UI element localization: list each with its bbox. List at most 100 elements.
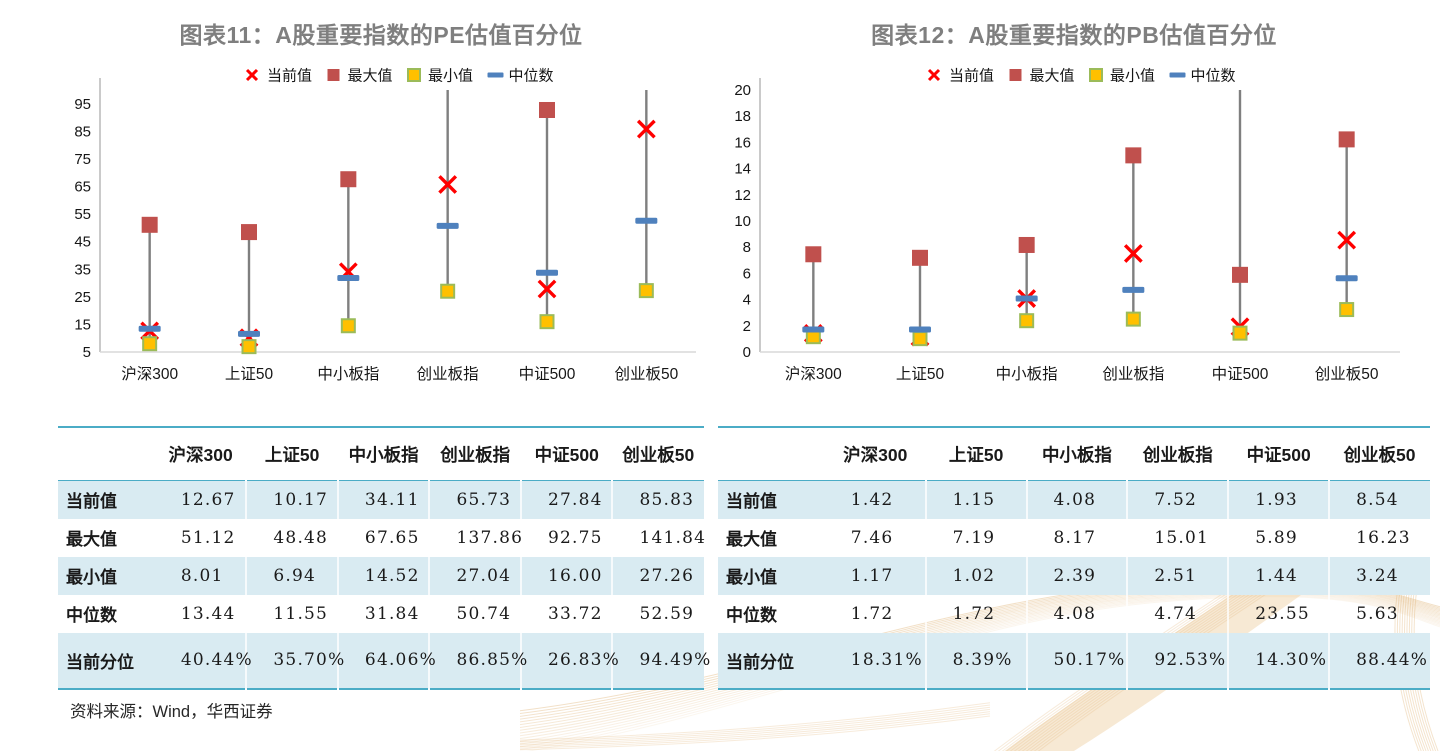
y-tick-label: 12	[734, 187, 751, 204]
table-cell: 67.65	[337, 518, 431, 557]
table-cell: 26.83%	[520, 632, 619, 689]
legend-item-median: 中位数	[1169, 68, 1236, 85]
table-cell: 92.75	[520, 518, 614, 557]
x-category-label: 上证50	[896, 365, 945, 383]
y-tick-label: 6	[743, 265, 751, 282]
table-cell: 27.04	[429, 556, 522, 595]
table-cell: 65.73	[429, 480, 522, 519]
column-header: 上证50	[925, 427, 1027, 481]
source-note: 资料来源：Wind，华西证券	[70, 702, 273, 721]
min-square-marker	[539, 314, 555, 330]
x-category-label: 创业板50	[1315, 365, 1379, 383]
pe-chart: 5 15 25 35 45 55 65 75 85 95 沪深300 上证50 中小板指 创业板指 中证50…	[74, 68, 696, 383]
legend-item-max: 最大值	[1009, 68, 1075, 85]
table-row: 当前值 1.42 1.15 4.08 7.52 1.93 8.54	[718, 480, 1430, 519]
median-dash-marker	[909, 326, 931, 333]
table-cell: 1.93	[1228, 480, 1331, 519]
table-cell: 4.74	[1127, 594, 1230, 633]
table-cell: 5.89	[1228, 518, 1331, 557]
median-dash-marker	[238, 330, 260, 337]
legend-item-label: 最小值	[428, 68, 473, 85]
table-cell: 1.44	[1228, 556, 1331, 595]
table-cell: 85.83	[639, 489, 695, 510]
table-cell: 8.01	[154, 556, 248, 595]
row-label: 最大值	[66, 530, 117, 549]
table-cell: 14.52	[337, 556, 431, 595]
table-cell: 7.52	[1127, 480, 1230, 519]
y-tick-label: 25	[74, 289, 91, 306]
median-dash-marker	[536, 269, 558, 276]
table-cell: 50.17%	[1026, 632, 1129, 689]
table-cell: 1.72	[925, 594, 1028, 633]
table-cell: 40.44%	[154, 632, 252, 689]
table-row: 当前值 12.67 10.17 34.11 65.73 27.84 85.83	[58, 480, 704, 519]
min-square-marker	[340, 318, 356, 334]
pb-chart: 0 2 4 6 8 10 12 14 16 18 20 沪深300 上证50 中小板指 创业板指 中证500 创…	[734, 68, 1400, 383]
table-cell: 48.48	[246, 518, 339, 557]
median-dash-marker	[1015, 295, 1038, 302]
table-cell: 6.94	[246, 556, 339, 595]
y-tick-label: 45	[74, 234, 91, 251]
max-square-marker	[912, 249, 928, 266]
column-header: 创业板指	[1127, 427, 1229, 481]
min-square-marker	[1339, 302, 1355, 318]
legend-square-icon	[327, 69, 340, 81]
legend-item-min: 最小值	[1089, 68, 1155, 85]
x-category-label: 创业板指	[417, 365, 479, 383]
pb-panel: 图表12：A股重要指数的PB估值百分位 0 2 4 6 8 10 12 14 16 18 20 沪深3…	[718, 0, 1430, 722]
table-row: 最小值 8.01 6.94 14.52 27.04 16.00 27.26	[58, 556, 704, 595]
legend-item-label: 最小值	[1110, 68, 1155, 85]
table-cell: 10.17	[246, 480, 339, 519]
table-header-row: 沪深300 上证50 中小板指 创业板指 中证500 创业板50	[718, 427, 1430, 481]
legend-square-icon	[1009, 69, 1022, 81]
column-header: 中证500	[1228, 427, 1330, 481]
table-cell: 23.55	[1228, 594, 1331, 633]
table-cell: 92.53%	[1127, 632, 1230, 689]
table-row: 最小值 1.17 1.02 2.39 2.51 1.44 3.24	[718, 556, 1430, 595]
table-cell: 5.63	[1356, 603, 1399, 624]
table-cell: 51.12	[154, 518, 248, 557]
median-dash-marker	[635, 217, 658, 224]
max-square-marker	[241, 224, 257, 241]
legend-item-label: 当前值	[267, 68, 312, 85]
min-square-marker	[912, 331, 928, 347]
table-cell: 4.08	[1026, 480, 1129, 519]
current-value-x-marker	[1123, 244, 1143, 263]
row-label: 当前值	[66, 492, 117, 512]
legend-item-median: 中位数	[487, 68, 554, 85]
y-tick-label: 65	[74, 179, 91, 196]
min-square-marker	[142, 336, 158, 352]
max-square-marker	[1125, 147, 1142, 164]
median-dash-marker	[337, 274, 360, 281]
row-label: 当前分位	[726, 652, 794, 672]
column-header: 创业板50	[1329, 427, 1430, 481]
max-square-marker	[805, 246, 822, 263]
y-tick-label: 4	[743, 292, 751, 309]
pb-chart-title: 图表12：A股重要指数的PB估值百分位	[871, 22, 1277, 48]
column-header: 沪深300	[154, 427, 247, 481]
table-cell: 8.39%	[925, 632, 1028, 689]
table-cell: 94.49%	[639, 650, 712, 670]
median-dash-marker	[1335, 275, 1358, 282]
min-square-marker	[638, 283, 654, 299]
y-tick-label: 2	[743, 318, 751, 335]
min-square-marker	[1019, 313, 1035, 329]
x-category-label: 沪深300	[785, 365, 842, 383]
legend-item-label: 最大值	[1030, 68, 1075, 85]
max-square-marker	[539, 101, 555, 118]
x-category-label: 中证500	[1212, 365, 1269, 383]
table-row: 当前分位 40.44% 35.70% 64.06% 86.85% 26.83% 94.49%	[58, 632, 712, 689]
median-dash-marker	[138, 325, 161, 332]
table-cell: 8.17	[1026, 518, 1129, 557]
table-row: 中位数 1.72 1.72 4.08 4.74 23.55 5.63	[718, 594, 1430, 633]
row-label: 当前分位	[66, 652, 134, 672]
table-cell: 8.54	[1356, 489, 1399, 510]
current-value-x-marker	[1337, 230, 1357, 250]
x-category-label: 沪深300	[121, 365, 178, 383]
current-value-x-marker	[438, 175, 458, 194]
column-header: 上证50	[246, 427, 338, 481]
x-category-label: 中证500	[519, 365, 576, 383]
table-cell: 16.00	[520, 556, 614, 595]
min-square-marker	[440, 283, 456, 299]
column-header: 创业板指	[429, 427, 521, 481]
